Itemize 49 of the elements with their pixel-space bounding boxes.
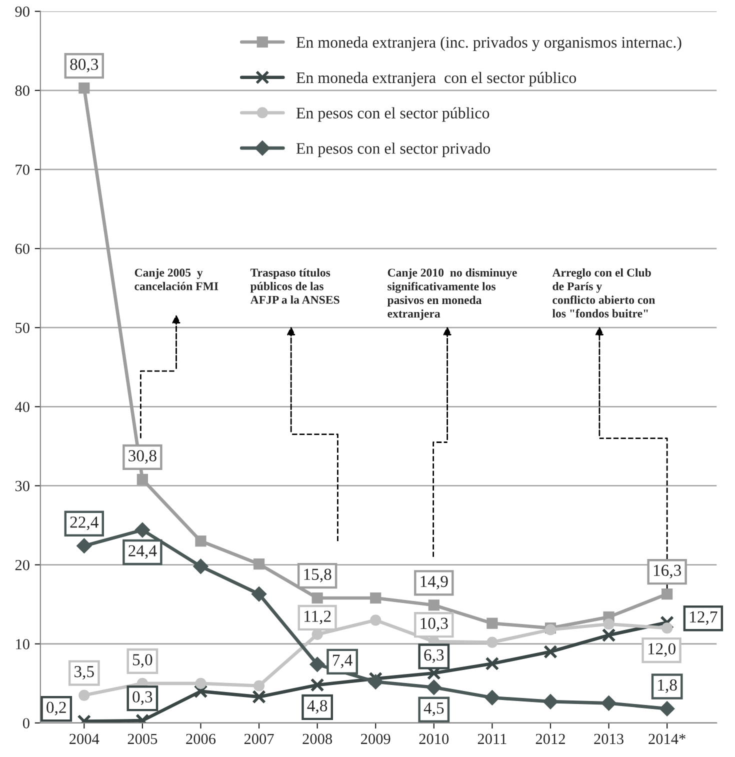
data-label: 22,4	[70, 516, 98, 530]
data-label: 1,8	[658, 679, 677, 694]
data-label: 0,2	[46, 702, 66, 716]
data-label: 24,4	[128, 545, 157, 559]
x-tick-label: 2012	[536, 734, 565, 744]
x-tick-label: 2004	[70, 734, 100, 744]
x-tick-label: 2014*	[648, 734, 686, 744]
data-label: 3,5	[74, 666, 94, 680]
x-tick-label: 2008	[302, 734, 332, 744]
data-label: 7,4	[333, 654, 352, 668]
annotation: Canje 2005 y cancelación FMI	[134, 268, 218, 290]
legend-label: En pesos con el sector privado	[296, 142, 490, 158]
y-tick-label: 70	[16, 164, 30, 175]
data-label: 4,8	[307, 700, 328, 714]
data-label: 4,5	[424, 702, 444, 716]
legend-label: En moneda extranjera (inc. privados y organismos internac.)	[296, 36, 682, 52]
y-tick-label: 40	[15, 402, 30, 412]
y-tick-label: 10	[16, 639, 30, 650]
legend-label: En moneda extranjera con el sector público	[296, 72, 576, 86]
x-tick-label: 2010	[419, 734, 449, 744]
data-label: 30,8	[128, 450, 156, 464]
data-label: 12,7	[690, 611, 718, 625]
data-label: 10,3	[420, 618, 448, 632]
data-label: 80,3	[70, 58, 98, 72]
annotation: Traspaso títulos públicos de las AFJP a la ANSES	[250, 268, 340, 304]
x-tick-label: 2007	[244, 734, 274, 744]
x-tick-label: 2006	[186, 734, 216, 744]
data-label: 12,0	[648, 643, 676, 657]
x-tick-label: 2005	[128, 734, 158, 744]
y-tick-label: 20	[15, 560, 30, 570]
data-label: 14,9	[420, 576, 448, 590]
x-tick-label: 2011	[478, 734, 506, 744]
data-label: 15,8	[304, 568, 332, 582]
y-tick-label: 0	[22, 718, 30, 728]
data-label: 0,3	[132, 691, 152, 705]
annotation: Canje 2010 no disminuye significativamente los pasivos en moneda extranjera	[387, 268, 517, 320]
data-label: 11,2	[304, 610, 331, 624]
y-tick-label: 60	[15, 244, 30, 254]
y-tick-label: 90	[15, 6, 30, 17]
legend-label: En pesos con el sector público	[296, 107, 490, 122]
y-tick-label: 80	[15, 86, 30, 96]
annotation: Arreglo con el Club de París y conflicto abierto con los "fondos buitre"	[552, 268, 656, 318]
x-tick-label: 2013	[594, 734, 624, 744]
data-label: 5,0	[132, 654, 152, 668]
data-label: 6,3	[424, 649, 444, 664]
x-tick-label: 2009	[361, 734, 390, 744]
data-label: 16,3	[654, 564, 682, 578]
y-tick-label: 50	[16, 322, 30, 334]
y-tick-label: 30	[15, 480, 30, 492]
